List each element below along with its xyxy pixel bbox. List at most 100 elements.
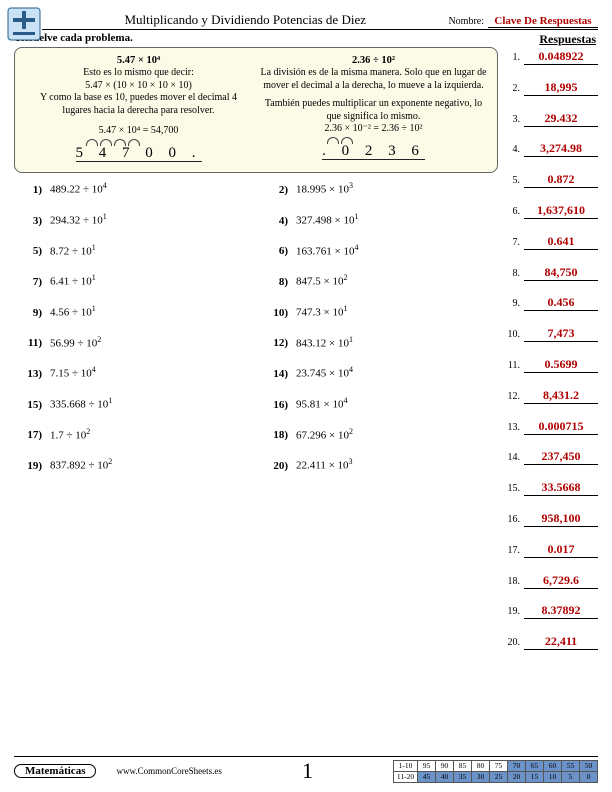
answer-number: 7. bbox=[506, 237, 520, 248]
example-left-line3: Y como la base es 10, puedes mover el de… bbox=[25, 92, 252, 117]
answer-number: 15. bbox=[506, 483, 520, 494]
problem-expression: 56.99 ÷ 102 bbox=[50, 335, 101, 350]
answer-value: 958,100 bbox=[524, 511, 598, 527]
answers-heading: Respuestas bbox=[539, 32, 596, 47]
answer-row: 16. 958,100 bbox=[506, 511, 598, 527]
problem-number: 9) bbox=[20, 307, 42, 319]
problem-number: 12) bbox=[266, 337, 288, 349]
answer-value: 6,729.6 bbox=[524, 573, 598, 589]
example-right-eq: 2.36 × 10⁻² = 2.36 ÷ 10² bbox=[260, 123, 487, 136]
plus-minus-icon bbox=[6, 6, 42, 42]
problem-number: 20) bbox=[266, 460, 288, 472]
answer-row: 3.29.432 bbox=[506, 111, 598, 127]
answer-number: 17. bbox=[506, 545, 520, 556]
name-value: Clave De Respuestas bbox=[488, 15, 598, 28]
answer-value: 3,274.98 bbox=[524, 141, 598, 157]
answer-value: 0.456 bbox=[524, 295, 598, 311]
answer-row: 20.22,411 bbox=[506, 634, 598, 650]
answer-row: 15.33.5668 bbox=[506, 480, 598, 496]
answer-number: 3. bbox=[506, 114, 520, 125]
problem: 5)8.72 ÷ 101 bbox=[20, 243, 246, 258]
problem-number: 13) bbox=[20, 368, 42, 380]
problem-expression: 327.498 × 101 bbox=[296, 212, 358, 227]
left-column: 5.47 × 10⁴ Esto es lo mismo que decir: 5… bbox=[14, 47, 500, 665]
answer-row: 17.0.017 bbox=[506, 542, 598, 558]
problem: 18)67.296 × 102 bbox=[266, 427, 492, 442]
example-right-heading: 2.36 ÷ 10² bbox=[260, 54, 487, 67]
answers-column: 1.0.0489222.18,9953.29.4324.3,274.985.0.… bbox=[506, 47, 598, 665]
problem-expression: 843.12 × 101 bbox=[296, 335, 353, 350]
score-grid: 1-109590858075706560555011-2045403530252… bbox=[393, 760, 598, 783]
problem-number: 19) bbox=[20, 460, 42, 472]
site-url: www.CommonCoreSheets.es bbox=[116, 766, 221, 776]
example-left-digits: 5 4 7 0 0 . bbox=[76, 144, 202, 163]
problem: 16)95.81 × 104 bbox=[266, 396, 492, 411]
problem: 20) 22.411 × 103 bbox=[266, 457, 492, 472]
example-right: 2.36 ÷ 10² La división es de la misma ma… bbox=[260, 54, 487, 162]
answer-row: 6. 1,637,610 bbox=[506, 203, 598, 219]
answer-number: 14. bbox=[506, 452, 520, 463]
problem-expression: 23.745 × 104 bbox=[296, 365, 353, 380]
problem-number: 8) bbox=[266, 276, 288, 288]
problem-number: 14) bbox=[266, 368, 288, 380]
answer-number: 16. bbox=[506, 514, 520, 525]
header: Multiplicando y Dividiendo Potencias de … bbox=[42, 12, 598, 30]
problem-number: 11) bbox=[20, 337, 42, 349]
answer-number: 6. bbox=[506, 206, 520, 217]
answer-value: 0.5699 bbox=[524, 357, 598, 373]
answer-number: 11. bbox=[506, 360, 520, 371]
example-right-digits: . 0 2 3 6 bbox=[322, 142, 425, 161]
problem-number: 1) bbox=[20, 184, 42, 196]
answer-row: 12.8,431.2 bbox=[506, 388, 598, 404]
problem: 6)163.761 × 104 bbox=[266, 243, 492, 258]
name-block: Nombre: Clave De Respuestas bbox=[448, 15, 598, 28]
problem-number: 3) bbox=[20, 215, 42, 227]
example-right-line1: La división es de la misma manera. Solo … bbox=[260, 67, 487, 92]
main-area: 5.47 × 10⁴ Esto es lo mismo que decir: 5… bbox=[14, 47, 598, 665]
problem: 1) 489.22 ÷ 104 bbox=[20, 181, 246, 196]
answer-value: 8,431.2 bbox=[524, 388, 598, 404]
answer-number: 1. bbox=[506, 52, 520, 63]
answer-value: 18,995 bbox=[524, 80, 598, 96]
name-label: Nombre: bbox=[448, 16, 484, 27]
footer: Matemáticas www.CommonCoreSheets.es 1 1-… bbox=[14, 756, 598, 784]
problem-expression: 294.32 ÷ 101 bbox=[50, 212, 107, 227]
problem-expression: 335.668 ÷ 101 bbox=[50, 396, 112, 411]
answer-value: 1,637,610 bbox=[524, 203, 598, 219]
page-number: 1 bbox=[302, 758, 313, 784]
answer-row: 1.0.048922 bbox=[506, 49, 598, 65]
answer-number: 13. bbox=[506, 422, 520, 433]
answer-row: 13.0.000715 bbox=[506, 419, 598, 435]
answer-row: 7.0.641 bbox=[506, 234, 598, 250]
answer-row: 14. 237,450 bbox=[506, 449, 598, 465]
answer-row: 9. 0.456 bbox=[506, 295, 598, 311]
problem-number: 17) bbox=[20, 429, 42, 441]
answer-value: 0.872 bbox=[524, 172, 598, 188]
answer-number: 20. bbox=[506, 637, 520, 648]
problem-expression: 7.15 ÷ 104 bbox=[50, 365, 96, 380]
example-left-heading: 5.47 × 10⁴ bbox=[25, 54, 252, 67]
answer-row: 10.7,473 bbox=[506, 326, 598, 342]
answer-row: 4.3,274.98 bbox=[506, 141, 598, 157]
problem: 9)4.56 ÷ 101 bbox=[20, 304, 246, 319]
example-left-eq: 5.47 × 10⁴ = 54,700 bbox=[25, 125, 252, 138]
problem: 8)847.5 × 102 bbox=[266, 273, 492, 288]
problem: 2)18.995 × 103 bbox=[266, 181, 492, 196]
problem: 17)1.7 ÷ 102 bbox=[20, 427, 246, 442]
answer-row: 11. 0.5699 bbox=[506, 357, 598, 373]
answer-number: 9. bbox=[506, 298, 520, 309]
problem-expression: 837.892 ÷ 102 bbox=[50, 457, 112, 472]
problem: 11) 56.99 ÷ 102 bbox=[20, 335, 246, 350]
example-left: 5.47 × 10⁴ Esto es lo mismo que decir: 5… bbox=[25, 54, 252, 162]
answer-value: 237,450 bbox=[524, 449, 598, 465]
problem: 7)6.41 ÷ 101 bbox=[20, 273, 246, 288]
problem-expression: 22.411 × 103 bbox=[296, 457, 353, 472]
problem-expression: 163.761 × 104 bbox=[296, 243, 358, 258]
problem: 12) 843.12 × 101 bbox=[266, 335, 492, 350]
problem: 13) 7.15 ÷ 104 bbox=[20, 365, 246, 380]
answer-value: 7,473 bbox=[524, 326, 598, 342]
problem: 19) 837.892 ÷ 102 bbox=[20, 457, 246, 472]
problem-expression: 489.22 ÷ 104 bbox=[50, 181, 107, 196]
worksheet-page: Multiplicando y Dividiendo Potencias de … bbox=[0, 0, 612, 792]
answer-row: 19.8.37892 bbox=[506, 603, 598, 619]
